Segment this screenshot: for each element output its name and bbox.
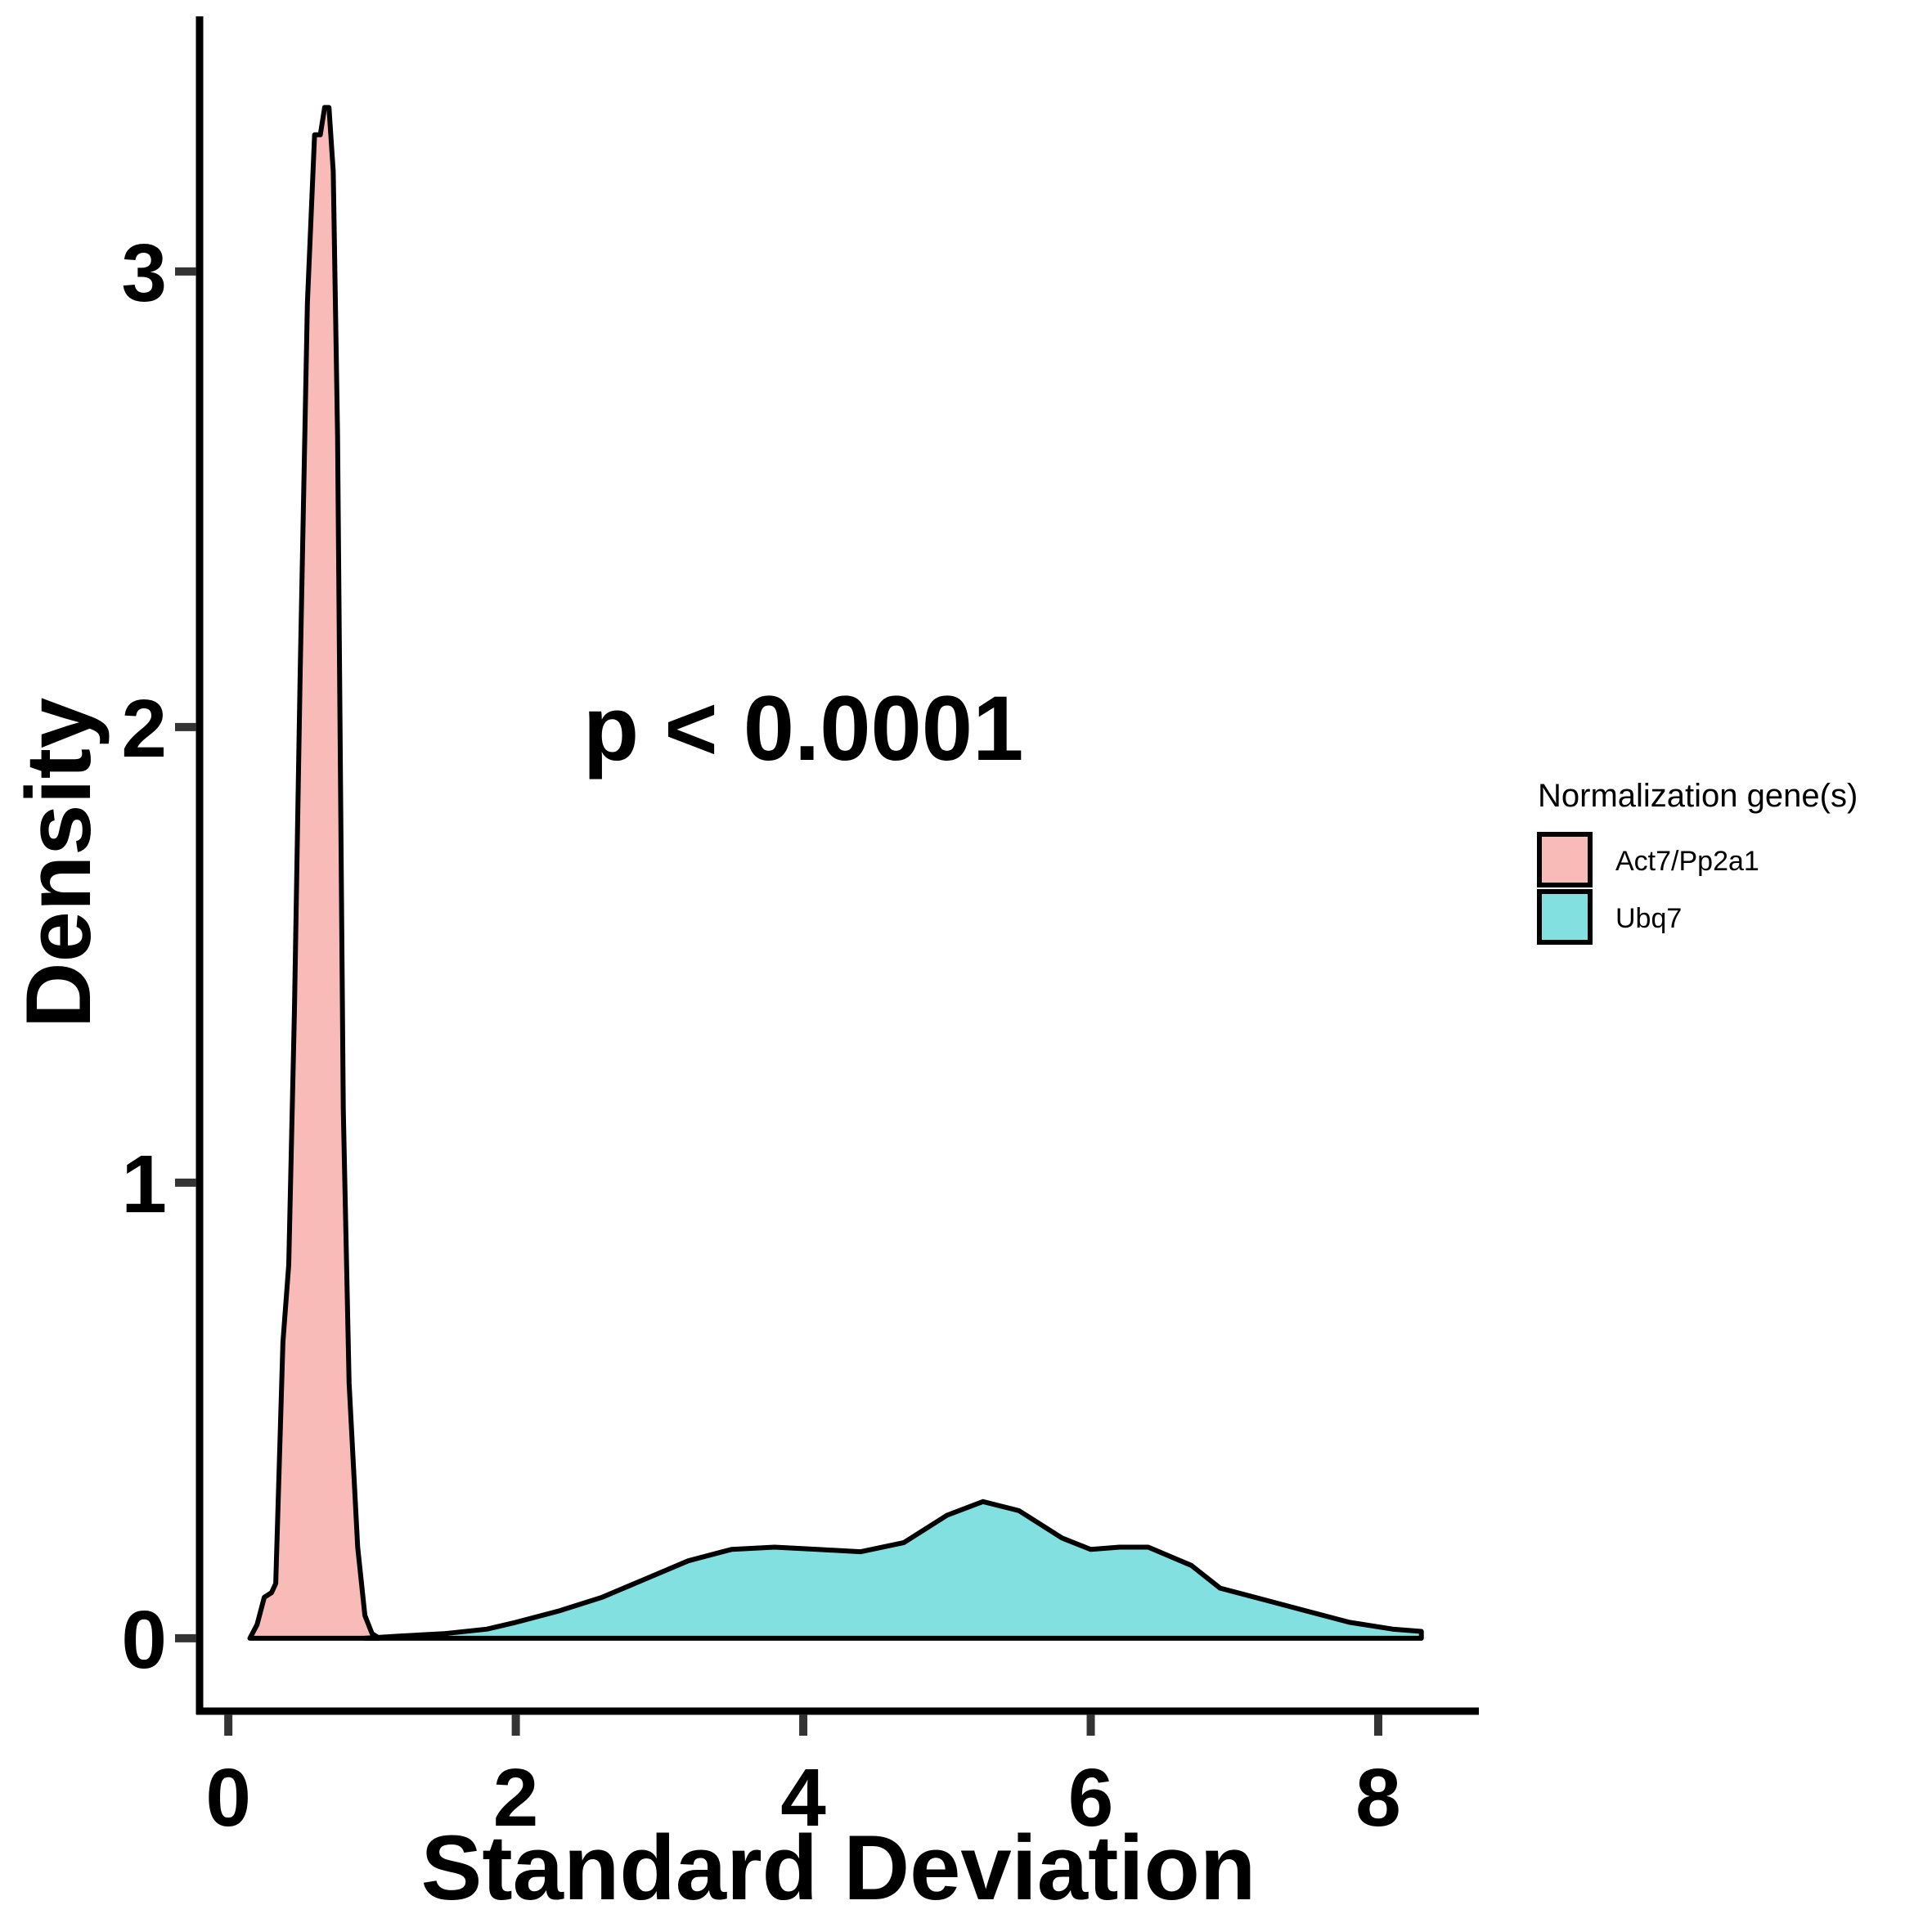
legend-items: Act7/Pp2a1 Ubq7 bbox=[1537, 832, 1759, 945]
y-axis-ticks: 0 1 2 3 bbox=[121, 227, 196, 1686]
x-tick-label: 8 bbox=[1355, 1752, 1401, 1844]
y-axis-title: Density bbox=[7, 698, 110, 1029]
axes bbox=[195, 16, 1479, 1715]
x-axis-title: Standard Deviation bbox=[421, 1817, 1256, 1919]
legend-label: Ubq7 bbox=[1615, 903, 1682, 934]
y-tick-label: 1 bbox=[121, 1139, 167, 1230]
x-axis-ticks: 0 2 4 6 8 bbox=[205, 1714, 1401, 1844]
p-value-annotation: p < 0.0001 bbox=[583, 677, 1024, 780]
y-tick-label: 0 bbox=[121, 1594, 167, 1686]
legend-title: Normalization gene(s) bbox=[1538, 778, 1858, 814]
legend-label: Act7/Pp2a1 bbox=[1615, 846, 1759, 877]
legend-swatch bbox=[1537, 832, 1593, 887]
plot-area bbox=[247, 105, 1424, 1641]
x-tick-label: 4 bbox=[780, 1752, 826, 1844]
legend-swatch bbox=[1537, 889, 1593, 945]
legend: Normalization gene(s) Act7/Pp2a1 Ubq7 bbox=[1537, 778, 1858, 945]
x-tick-label: 6 bbox=[1068, 1752, 1114, 1844]
y-tick-label: 3 bbox=[121, 227, 167, 319]
x-tick-label: 0 bbox=[205, 1752, 251, 1844]
y-tick-label: 2 bbox=[121, 683, 167, 775]
density-area-ubq7 bbox=[362, 1498, 1424, 1641]
density-area-act7-pp2a1 bbox=[247, 105, 382, 1641]
x-tick-label: 2 bbox=[493, 1752, 539, 1844]
